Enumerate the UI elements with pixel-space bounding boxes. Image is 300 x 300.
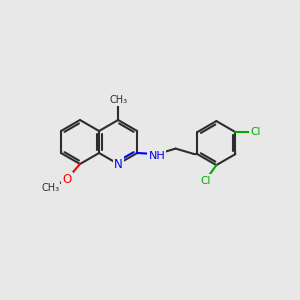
Text: Cl: Cl xyxy=(200,176,211,185)
Text: CH₃: CH₃ xyxy=(109,95,127,105)
Text: N: N xyxy=(114,158,122,170)
Text: Cl: Cl xyxy=(250,127,260,137)
Text: NH: NH xyxy=(148,151,165,161)
Text: O: O xyxy=(62,173,71,186)
Text: CH₃: CH₃ xyxy=(41,183,59,193)
